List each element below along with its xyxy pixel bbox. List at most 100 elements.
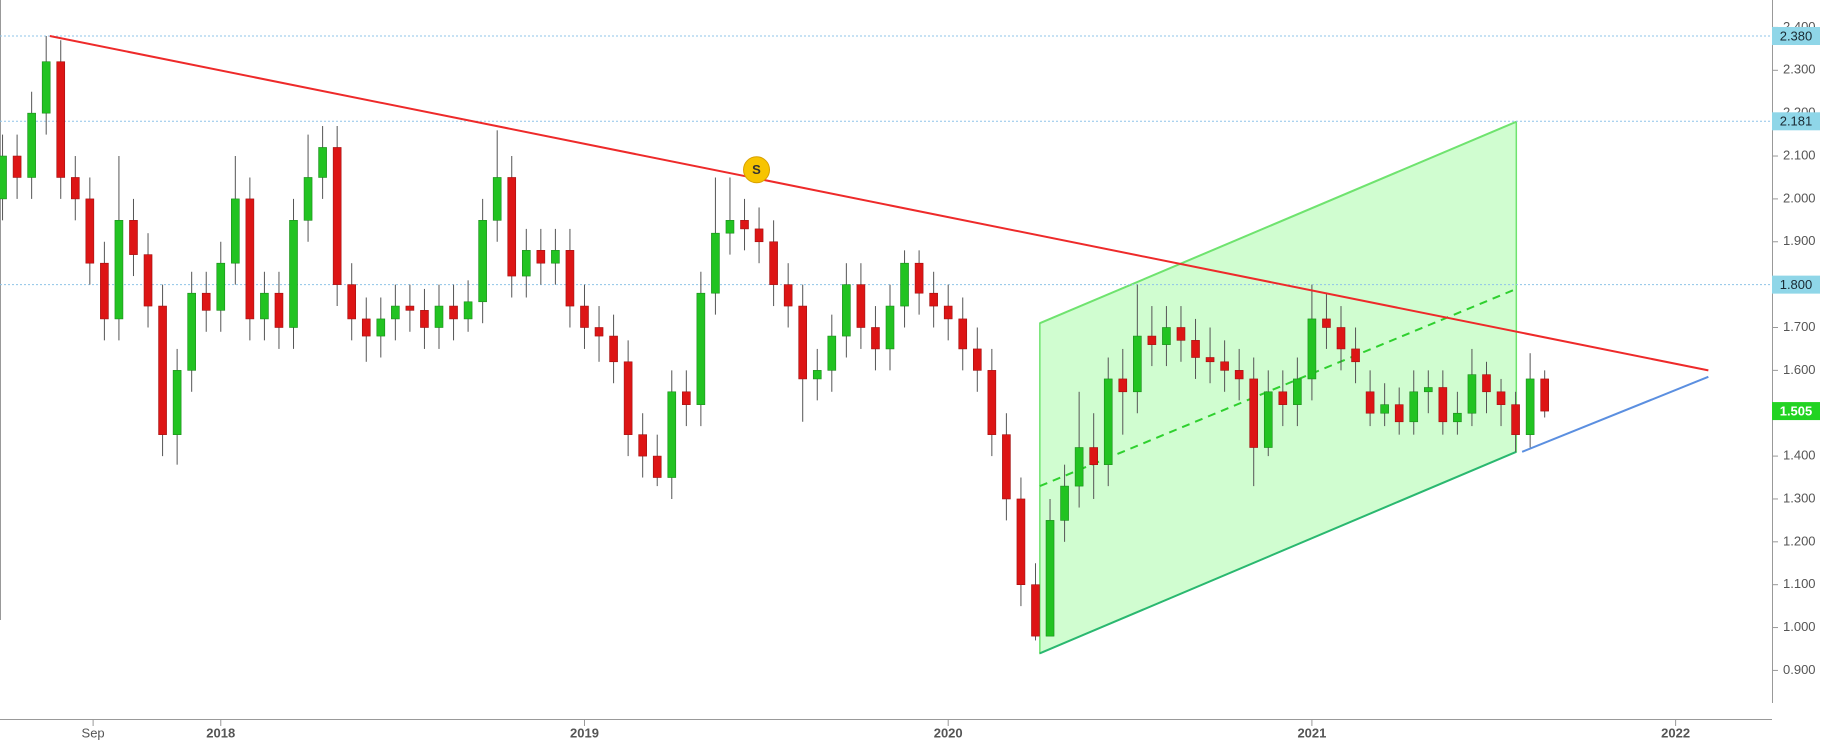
candle-body xyxy=(972,348,982,371)
candle-body xyxy=(201,292,211,311)
candle-body xyxy=(507,177,517,277)
candle-body xyxy=(420,310,429,328)
candle-body xyxy=(1351,348,1360,363)
candle-body xyxy=(347,284,357,320)
candle-body xyxy=(987,370,997,435)
y-tick-label: 0.900 xyxy=(1783,662,1816,677)
candle-body xyxy=(463,301,473,320)
candle-body xyxy=(623,361,633,435)
candle-body xyxy=(1394,404,1404,423)
candle-body xyxy=(143,254,153,307)
candle-body xyxy=(536,250,546,264)
candle-body xyxy=(1322,318,1331,328)
candle-body xyxy=(187,292,196,371)
candle-body xyxy=(391,305,400,320)
price-label-box xyxy=(1772,402,1820,421)
candle-body xyxy=(1031,584,1040,637)
candle-body xyxy=(361,318,371,337)
candle-body xyxy=(1409,391,1419,423)
candle-body xyxy=(27,112,36,178)
candle-body xyxy=(1511,404,1520,435)
candle-body xyxy=(434,305,444,328)
candle-body xyxy=(900,262,909,307)
candle-body xyxy=(12,155,22,178)
y-tick-label: 1.400 xyxy=(1783,448,1816,463)
signal-marker xyxy=(743,156,771,184)
candle-body xyxy=(1147,335,1157,345)
candle-body xyxy=(740,220,749,230)
candle-body xyxy=(812,370,822,380)
candle-body xyxy=(245,198,255,320)
candle-body xyxy=(682,391,691,405)
price-label: 1.505 xyxy=(1780,404,1813,419)
candle-body xyxy=(580,305,589,328)
candle-body xyxy=(1089,447,1098,465)
candle-body xyxy=(231,198,240,264)
y-tick-label: 2.300 xyxy=(1783,62,1816,77)
candle-body xyxy=(521,250,531,277)
candle-body xyxy=(914,262,924,294)
x-tick-label: 2019 xyxy=(570,725,599,740)
candle-body xyxy=(1162,327,1171,345)
candle-body xyxy=(856,284,866,328)
candle-body xyxy=(958,318,968,350)
x-tick-label: 2022 xyxy=(1661,725,1690,740)
candle-body xyxy=(594,327,604,337)
candle-body xyxy=(318,147,327,178)
candle-body xyxy=(376,318,386,337)
trendline xyxy=(1521,375,1709,453)
candle-body xyxy=(871,327,880,350)
candle-body xyxy=(1525,378,1535,435)
y-tick-label: 1.200 xyxy=(1783,533,1816,548)
candle-body xyxy=(100,262,109,320)
candle-body xyxy=(260,292,269,320)
candle-body xyxy=(1540,378,1549,412)
candle-body xyxy=(783,284,793,307)
candle-body xyxy=(1496,391,1506,405)
candle-body xyxy=(798,305,808,380)
candle-body xyxy=(652,455,662,478)
y-tick-label: 1.700 xyxy=(1783,319,1816,334)
candle-body xyxy=(638,434,647,457)
channel-mid xyxy=(1039,287,1517,488)
candle-body xyxy=(1423,387,1433,393)
candle-body xyxy=(0,155,7,200)
x-tick-label: 2020 xyxy=(934,725,963,740)
candle-body xyxy=(172,370,182,435)
candle-body xyxy=(1307,318,1317,380)
candle-body xyxy=(769,241,778,285)
y-tick-label: 1.000 xyxy=(1783,619,1816,634)
candle-body xyxy=(478,220,487,303)
candle-body xyxy=(332,147,342,285)
candle-body xyxy=(492,177,502,221)
candle-body xyxy=(929,292,938,307)
candle-body xyxy=(1293,378,1302,405)
y-tick-label: 1.900 xyxy=(1783,233,1816,248)
candle-body xyxy=(885,305,895,350)
candle-body xyxy=(1482,374,1491,393)
candle-body xyxy=(129,220,138,255)
trendline xyxy=(49,35,1709,372)
y-tick-label: 1.600 xyxy=(1783,362,1816,377)
candle-body xyxy=(1453,412,1462,423)
price-label: 2.181 xyxy=(1780,114,1813,129)
y-tick-label: 2.000 xyxy=(1783,190,1816,205)
candle-body xyxy=(1176,327,1186,341)
candle-body xyxy=(41,61,51,114)
candle-body xyxy=(1365,391,1375,414)
candle-body xyxy=(943,305,953,320)
candle-body xyxy=(565,250,575,307)
candle-body xyxy=(289,220,298,328)
candle-body xyxy=(303,177,313,221)
candle-body xyxy=(56,61,66,178)
candle-body xyxy=(842,284,851,337)
candle-body xyxy=(1220,361,1229,371)
y-tick-label: 1.300 xyxy=(1783,490,1816,505)
candle-body xyxy=(827,335,837,371)
candle-body xyxy=(1278,391,1288,405)
candle-body xyxy=(1060,485,1069,521)
candle-body xyxy=(1118,378,1128,393)
candle-body xyxy=(1103,378,1113,465)
